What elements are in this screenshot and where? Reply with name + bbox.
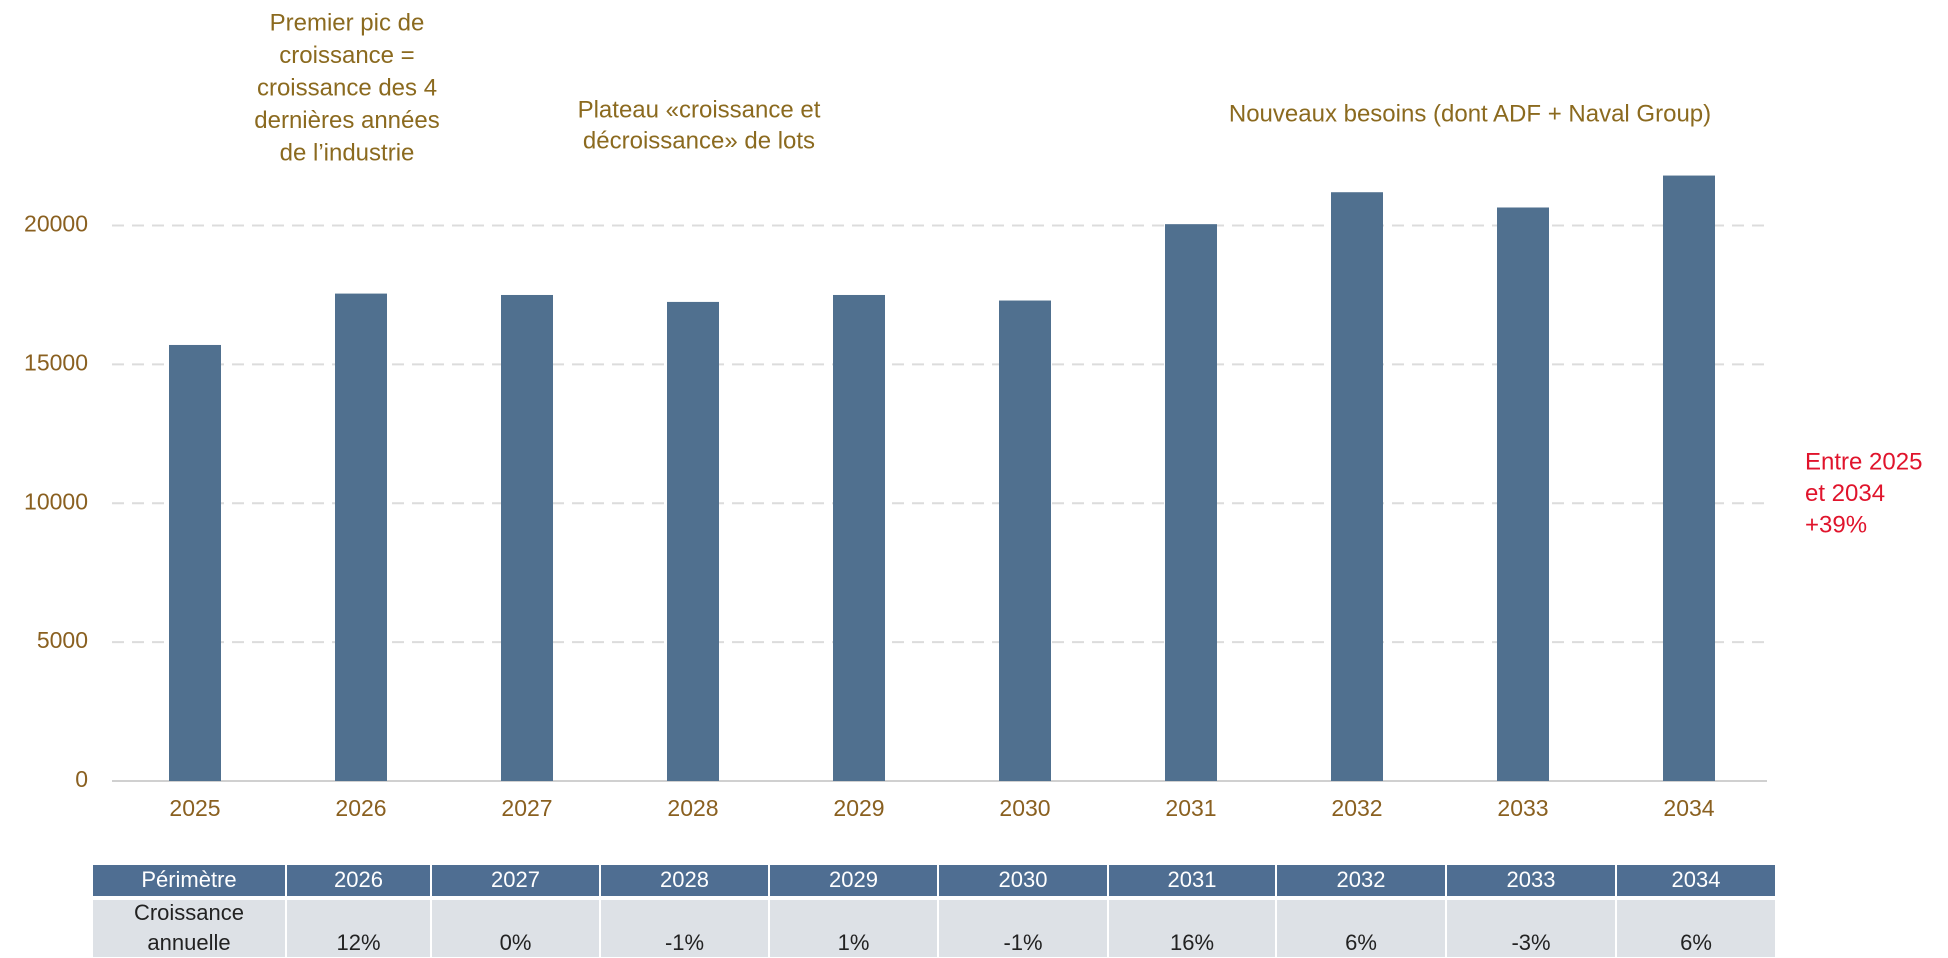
table-cell bbox=[285, 898, 432, 958]
table-header-cell bbox=[430, 863, 601, 898]
table-cell-text: 1% bbox=[838, 930, 870, 955]
x-tick-label: 2034 bbox=[1663, 795, 1714, 821]
table-header-text: 2030 bbox=[999, 867, 1048, 892]
x-tick-label: 2025 bbox=[169, 795, 220, 821]
x-tick-label: 2029 bbox=[833, 795, 884, 821]
table-cell-text: 12% bbox=[336, 930, 380, 955]
table-cell-text: -1% bbox=[1003, 930, 1042, 955]
bar bbox=[1331, 192, 1383, 781]
table-cell bbox=[768, 898, 939, 958]
table-header-text: 2031 bbox=[1168, 867, 1217, 892]
table-header-text: 2034 bbox=[1672, 867, 1721, 892]
table-header-cell bbox=[91, 863, 287, 898]
table-header-text: 2028 bbox=[660, 867, 709, 892]
bar bbox=[999, 300, 1051, 781]
x-tick-label: 2030 bbox=[999, 795, 1050, 821]
bar bbox=[1663, 175, 1715, 781]
annotation: de l’industrie bbox=[280, 139, 415, 166]
table-cell-text: 16% bbox=[1170, 930, 1214, 955]
table-cell bbox=[1615, 898, 1777, 958]
annotation: +39% bbox=[1805, 511, 1867, 538]
y-tick-label: 0 bbox=[75, 766, 88, 792]
table-row-label: annuelle bbox=[147, 930, 230, 955]
table-cell-text: -1% bbox=[665, 930, 704, 955]
bar bbox=[1497, 207, 1549, 782]
table-header-text: Périmètre bbox=[141, 867, 236, 892]
table-cell-text: 6% bbox=[1680, 930, 1712, 955]
x-tick-label: 2033 bbox=[1497, 795, 1548, 821]
table-cell bbox=[430, 898, 601, 958]
y-tick-label: 15000 bbox=[24, 349, 88, 375]
x-tick-label: 2026 bbox=[335, 795, 386, 821]
annotation: dernières années bbox=[254, 107, 439, 134]
bar bbox=[1165, 224, 1217, 782]
x-tick-label: 2032 bbox=[1331, 795, 1382, 821]
table-header-text: 2029 bbox=[829, 867, 878, 892]
x-tick-label: 2027 bbox=[501, 795, 552, 821]
bar bbox=[335, 293, 387, 781]
table-cell bbox=[1107, 898, 1277, 958]
table-header-cell bbox=[599, 863, 770, 898]
bar bbox=[169, 344, 221, 781]
y-tick-label: 5000 bbox=[37, 627, 88, 653]
x-tick-label: 2031 bbox=[1165, 795, 1216, 821]
table-header-cell bbox=[1445, 863, 1617, 898]
annotation: Plateau «croissance et bbox=[578, 96, 821, 123]
table-header-cell bbox=[937, 863, 1109, 898]
annotation: décroissance» de lots bbox=[583, 127, 815, 154]
table-cell-text: 6% bbox=[1345, 930, 1377, 955]
table-header-text: 2033 bbox=[1507, 867, 1556, 892]
table-header-text: 2027 bbox=[491, 867, 540, 892]
table-row-label: Croissance bbox=[134, 900, 244, 925]
annotation: Nouveaux besoins (dont ADF + Naval Group… bbox=[1229, 100, 1711, 127]
table-cell bbox=[1445, 898, 1617, 958]
annotation: et 2034 bbox=[1805, 480, 1885, 507]
table-header-cell bbox=[1275, 863, 1447, 898]
y-tick-label: 20000 bbox=[24, 211, 88, 237]
y-tick-label: 10000 bbox=[24, 488, 88, 514]
annotation: Premier pic de bbox=[270, 9, 425, 36]
table-header-cell bbox=[1615, 863, 1777, 898]
x-tick-label: 2028 bbox=[667, 795, 718, 821]
bar bbox=[501, 294, 553, 781]
bar bbox=[833, 294, 885, 781]
table-header-text: 2032 bbox=[1337, 867, 1386, 892]
bar bbox=[667, 301, 719, 781]
table-cell bbox=[91, 898, 287, 958]
table-header-cell bbox=[1107, 863, 1277, 898]
table-cell-text: 0% bbox=[500, 930, 532, 955]
table-header-text: 2026 bbox=[334, 867, 383, 892]
table-cell-text: -3% bbox=[1511, 930, 1550, 955]
annotation: Entre 2025 bbox=[1805, 448, 1922, 475]
annotation: croissance = bbox=[279, 42, 414, 69]
table-cell bbox=[937, 898, 1109, 958]
annotation: croissance des 4 bbox=[257, 74, 437, 101]
